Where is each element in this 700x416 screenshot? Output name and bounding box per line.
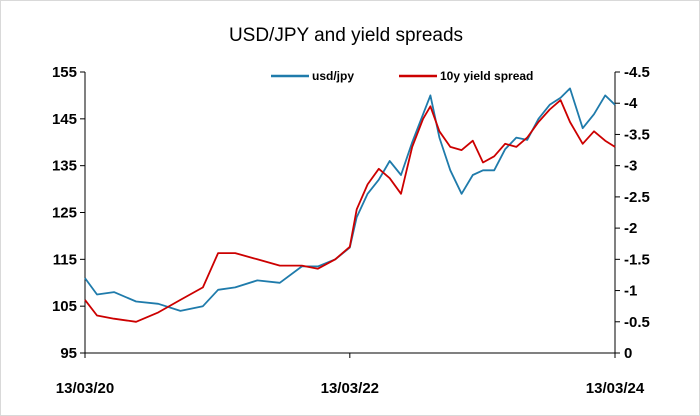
left-y-tick-label: 135 xyxy=(52,158,77,175)
right-y-tick-label: -1 xyxy=(624,283,637,300)
left-y-tick-label: 115 xyxy=(53,251,77,268)
series-line-yield-spread xyxy=(84,99,616,323)
left-y-tick-label: 125 xyxy=(52,205,77,222)
right-y-tick-label: -3.5 xyxy=(624,126,650,143)
axes xyxy=(84,72,616,354)
right-y-tick-label: 0 xyxy=(624,345,632,362)
legend: usd/jpy 10y yield spread xyxy=(271,69,533,83)
legend-label-usdjpy: usd/jpy xyxy=(312,69,354,83)
right-y-tick-label: -1.5 xyxy=(624,251,650,268)
left-y-tick-label: 145 xyxy=(52,111,77,128)
ticks: 95 105 115 125 135 145 155 0 -0.5 -1 -1.5 -2 -2.5 -3 -… xyxy=(52,64,650,397)
right-y-tick-label: -0.5 xyxy=(624,314,650,331)
x-tick-label: 13/03/24 xyxy=(586,380,645,397)
legend-label-yield-spread: 10y yield spread xyxy=(440,69,533,83)
left-y-tick-label: 105 xyxy=(52,298,77,315)
series-line-usdjpy xyxy=(84,87,616,312)
chart-title: USD/JPY and yield spreads xyxy=(229,25,463,46)
right-y-tick-label: -3 xyxy=(624,158,637,175)
left-y-tick-label: 155 xyxy=(52,64,77,81)
series xyxy=(84,87,616,323)
right-y-tick-label: -2 xyxy=(624,220,637,237)
x-tick-label: 13/03/20 xyxy=(56,380,114,397)
right-y-tick-label: -4 xyxy=(624,95,638,112)
right-y-tick-label: -2.5 xyxy=(624,189,650,206)
x-tick-label: 13/03/22 xyxy=(321,380,379,397)
right-y-tick-label: -4.5 xyxy=(624,64,650,81)
left-y-tick-label: 95 xyxy=(60,345,77,362)
